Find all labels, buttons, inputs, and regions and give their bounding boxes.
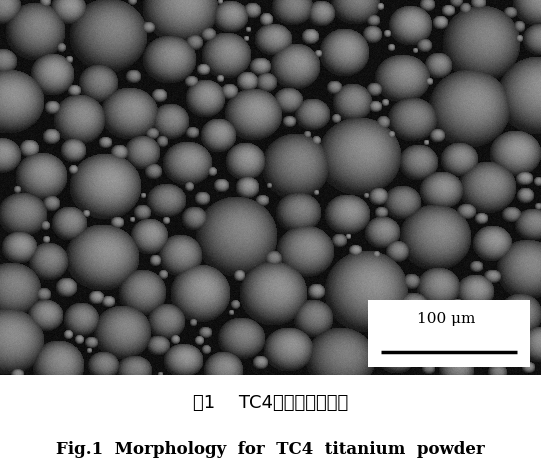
Bar [368, 300, 530, 367]
Text: 图1  TC4馒合金粉末形貌: 图1 TC4馒合金粉末形貌 [193, 394, 348, 412]
Text: 100 μm: 100 μm [417, 312, 475, 326]
Text: Fig.1  Morphology  for  TC4  titanium  powder: Fig.1 Morphology for TC4 titanium powder [56, 441, 485, 458]
